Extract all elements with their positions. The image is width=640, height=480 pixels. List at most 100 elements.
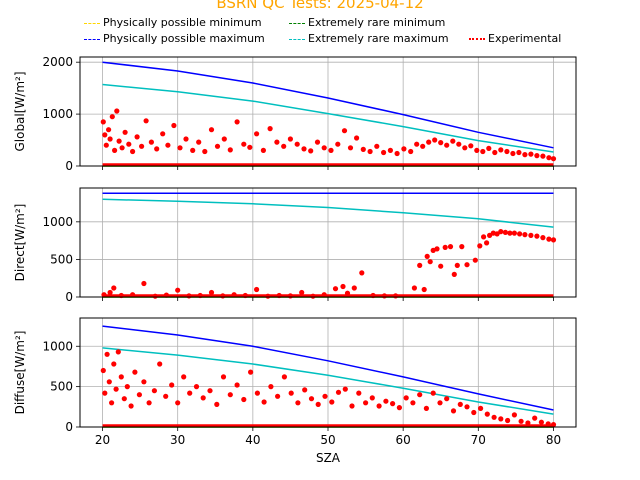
data-point (234, 119, 240, 125)
data-point (193, 384, 200, 390)
data-point (498, 416, 504, 422)
y-tick-label: 1000 (42, 215, 73, 229)
data-point (165, 142, 171, 148)
data-point (444, 142, 450, 148)
data-point (510, 150, 516, 157)
data-point (522, 152, 528, 158)
data-point (335, 389, 342, 395)
data-point (383, 398, 389, 404)
data-point (299, 289, 305, 296)
data-point (450, 408, 457, 414)
series-line-rare-max (102, 198, 554, 228)
data-point (260, 147, 266, 153)
data-point (423, 405, 429, 411)
data-point (321, 145, 327, 151)
x-tick-label: 80 (546, 433, 561, 447)
data-point (154, 146, 160, 152)
data-point (511, 412, 517, 418)
data-point (450, 138, 456, 144)
data-point (359, 270, 365, 276)
data-point (241, 396, 247, 403)
data-point (518, 418, 524, 424)
data-point (376, 403, 382, 409)
data-point (139, 143, 145, 149)
data-point (367, 148, 373, 155)
data-point (302, 387, 308, 393)
data-point (456, 141, 462, 147)
data-point (254, 390, 260, 396)
legend-phys-max: Physically possible maximum (84, 32, 265, 46)
data-point (214, 143, 221, 149)
x-tick-label: 70 (471, 433, 486, 447)
data-point (478, 405, 484, 411)
data-point (157, 361, 163, 367)
data-point (426, 139, 432, 145)
data-point (208, 127, 215, 133)
data-point (275, 393, 281, 399)
data-point (102, 390, 108, 396)
data-point (498, 229, 504, 235)
y-axis-label: Global[W/m²] (13, 71, 27, 151)
y-tick-label: 1000 (42, 107, 73, 121)
legend-rare-min: Extremely rare minimum (289, 16, 445, 30)
data-point (308, 148, 314, 154)
data-point (190, 147, 196, 153)
data-point (208, 289, 215, 296)
data-point (196, 139, 202, 145)
data-point (528, 232, 534, 238)
legend-label: Physically possible maximum (103, 32, 265, 45)
data-point (532, 415, 538, 421)
data-point (432, 137, 438, 143)
data-point (347, 145, 354, 151)
data-point (342, 386, 348, 392)
data-point (351, 285, 357, 291)
legend-label: Extremely rare maximum (308, 32, 449, 45)
data-point (254, 131, 260, 137)
data-point (220, 374, 227, 380)
data-point (136, 392, 142, 398)
data-point (341, 128, 348, 134)
series-line-phys-max (102, 61, 554, 149)
data-point (408, 148, 414, 155)
data-point (128, 403, 134, 409)
data-point (354, 135, 360, 141)
data-point (517, 231, 523, 237)
data-point (356, 390, 362, 396)
data-point (107, 136, 113, 142)
data-point (100, 119, 106, 125)
data-point (288, 390, 294, 396)
legend-swatch (289, 38, 305, 40)
y-axis-label: Diffuse[W/m²] (13, 331, 27, 415)
data-point (486, 145, 492, 151)
data-point (187, 390, 193, 396)
data-point (462, 145, 468, 151)
data-point (148, 139, 154, 145)
data-point (550, 237, 557, 243)
data-point (438, 140, 444, 146)
x-axis-label: SZA (316, 451, 341, 465)
y-tick-label: 2000 (42, 55, 73, 69)
data-point (141, 280, 147, 287)
data-point (102, 132, 108, 138)
legend: Physically possible minimum Physically p… (84, 16, 584, 48)
data-point (492, 149, 498, 156)
legend-experimental: Experimental (469, 32, 561, 46)
data-point (248, 369, 254, 375)
legend-swatch (84, 38, 100, 40)
data-point (151, 388, 157, 394)
data-point (207, 388, 213, 394)
data-point (511, 230, 517, 236)
data-point (507, 230, 513, 236)
data-point (396, 405, 402, 411)
data-point (410, 400, 416, 406)
data-point (434, 246, 440, 252)
y-tick-label: 0 (65, 159, 73, 173)
y-axis-label: Direct[W/m²] (13, 204, 27, 282)
data-point (381, 149, 387, 156)
y-tick-label: 500 (50, 380, 73, 394)
data-point (437, 400, 443, 406)
chart-panel-3: 20 30 40 50 60 70 80 0 500 1000 Diffuse[W/m²] SZA (13, 317, 577, 465)
data-point (394, 150, 400, 157)
data-point (472, 257, 478, 263)
data-point (522, 232, 528, 238)
